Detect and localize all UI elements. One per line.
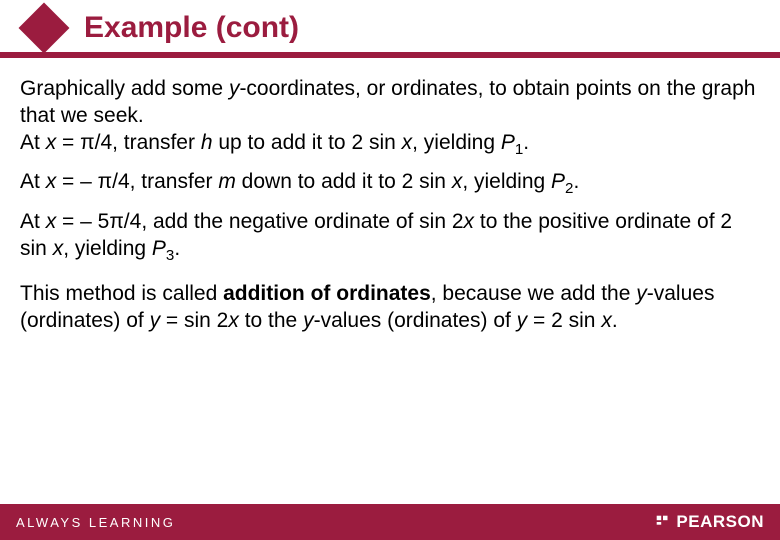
var-x: x <box>46 131 57 154</box>
slide-header: Example (cont) <box>0 0 780 58</box>
diamond-bullet-icon <box>19 3 70 54</box>
text: . <box>523 131 529 154</box>
paragraph-p2: At x = – π/4, transfer m down to add it … <box>20 169 760 199</box>
var-P: P <box>551 170 565 193</box>
var-m: m <box>218 170 236 193</box>
paragraph-p3: At x = – 5π/4, add the negative ordinate… <box>20 209 760 265</box>
var-P: P <box>501 131 515 154</box>
var-x: x <box>601 309 612 332</box>
var-x: x <box>46 170 57 193</box>
footer-tagline: ALWAYS LEARNING <box>16 515 175 530</box>
var-y: y <box>303 309 314 332</box>
var-P: P <box>152 237 166 260</box>
text: = – 5π/4, add the negative ordinate of s… <box>56 210 463 233</box>
brand-text: PEARSON <box>676 512 764 532</box>
paragraph-method: This method is called addition of ordina… <box>20 281 760 335</box>
slide-footer: ALWAYS LEARNING PEARSON <box>0 504 780 540</box>
text: = sin 2 <box>160 309 228 332</box>
text: , yielding <box>63 237 152 260</box>
var-x: x <box>464 210 475 233</box>
text: = 2 sin <box>527 309 601 332</box>
term-addition-of-ordinates: addition of ordinates <box>223 282 431 305</box>
text: = π/4, transfer <box>56 131 201 154</box>
var-y: y <box>517 309 528 332</box>
text: . <box>612 309 618 332</box>
text: Graphically add some <box>20 77 229 100</box>
text: to the <box>239 309 303 332</box>
text: This method is called <box>20 282 223 305</box>
var-x: x <box>46 210 57 233</box>
pearson-logo-icon <box>654 513 672 531</box>
text: At <box>20 131 46 154</box>
var-x: x <box>228 309 239 332</box>
text: At <box>20 210 46 233</box>
var-y: y <box>636 282 647 305</box>
text: , because we add the <box>431 282 636 305</box>
text: down to add it to 2 sin <box>236 170 452 193</box>
var-x: x <box>402 131 413 154</box>
text: , yielding <box>412 131 501 154</box>
var-x: x <box>53 237 64 260</box>
slide-title: Example (cont) <box>84 11 299 45</box>
text: = – π/4, transfer <box>56 170 218 193</box>
text: up to add it to 2 sin <box>213 131 402 154</box>
var-y: y <box>229 77 240 100</box>
var-h: h <box>201 131 213 154</box>
text: At <box>20 170 46 193</box>
text: -values (ordinates) of <box>314 309 517 332</box>
paragraph-intro: Graphically add some y-coordinates, or o… <box>20 76 760 159</box>
text: . <box>573 170 579 193</box>
text: , yielding <box>462 170 551 193</box>
text: . <box>174 237 180 260</box>
footer-brand: PEARSON <box>654 512 764 532</box>
slide-body: Graphically add some y-coordinates, or o… <box>0 58 780 335</box>
var-y: y <box>150 309 161 332</box>
var-x: x <box>452 170 463 193</box>
